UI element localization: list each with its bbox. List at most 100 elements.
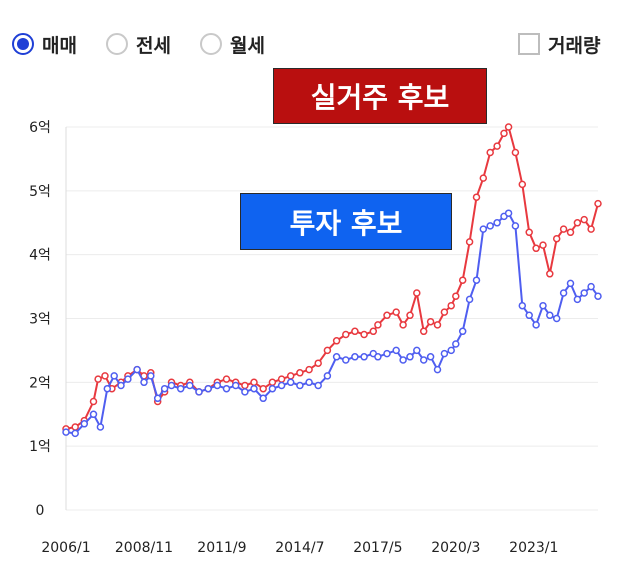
y-tick-label: 6억 — [29, 120, 51, 136]
data-point — [486, 148, 494, 157]
data-point — [573, 219, 582, 227]
data-point — [268, 384, 277, 393]
data-point — [587, 282, 595, 291]
data-point — [493, 142, 501, 150]
data-point — [124, 375, 132, 383]
data-point — [518, 180, 527, 189]
data-point — [465, 238, 474, 246]
data-point — [374, 321, 382, 329]
data-point — [351, 327, 359, 336]
y-tick-label: 0 — [36, 503, 45, 519]
x-tick-label: 2014/7 — [275, 540, 324, 556]
data-point — [110, 372, 118, 380]
data-point — [546, 311, 554, 320]
data-point — [426, 353, 435, 361]
data-point — [213, 381, 222, 390]
data-point — [511, 222, 520, 230]
data-point — [504, 209, 513, 217]
data-point — [532, 244, 540, 253]
data-point — [101, 372, 109, 380]
grid-lines — [65, 126, 598, 511]
data-point — [426, 317, 435, 326]
volume-checkbox-label: 거래량 — [548, 34, 601, 57]
data-point — [532, 321, 540, 329]
data-point — [546, 270, 554, 278]
data-point — [351, 353, 359, 361]
data-point — [413, 289, 421, 297]
data-point — [452, 340, 460, 348]
data-point — [222, 375, 231, 383]
series-layer — [62, 123, 602, 438]
data-point — [231, 381, 240, 390]
data-point — [160, 384, 169, 393]
data-point — [472, 276, 481, 284]
data-point — [399, 321, 407, 329]
radio-jeonse-label: 전세 — [136, 34, 171, 57]
data-point — [71, 429, 79, 438]
data-point — [539, 301, 547, 310]
axis-labels: 0 1억 2억 3억 4억 5억 6억 2006/1 2008/11 2011/9 2014/7 20… — [29, 120, 558, 556]
investment-candidate-callout: 투자 후보 — [240, 193, 452, 250]
y-tick-label: 3억 — [29, 312, 51, 328]
y-tick-label: 5억 — [29, 184, 51, 200]
data-point — [176, 384, 185, 393]
data-point — [305, 378, 313, 387]
y-tick-label: 1억 — [29, 439, 51, 455]
data-point — [323, 372, 332, 380]
data-point — [277, 375, 286, 383]
data-point — [580, 215, 588, 224]
data-point — [419, 327, 428, 336]
data-point — [332, 353, 341, 361]
x-tick-label: 2006/1 — [41, 540, 90, 556]
data-point — [447, 346, 455, 355]
data-point — [342, 330, 350, 339]
data-point — [479, 174, 488, 182]
data-point — [504, 123, 513, 131]
data-point — [406, 353, 414, 361]
data-point — [62, 428, 70, 436]
volume-checkbox[interactable]: 거래량 — [518, 28, 600, 60]
data-point — [277, 381, 286, 390]
data-point — [259, 394, 267, 403]
volume-checkbox-box — [518, 33, 540, 55]
residence-candidate-callout: 실거주 후보 — [273, 68, 487, 124]
data-point — [167, 381, 176, 390]
data-point — [133, 365, 141, 374]
data-point — [259, 384, 267, 393]
data-point — [440, 349, 449, 358]
data-point — [342, 356, 350, 364]
data-point — [465, 295, 474, 304]
data-point — [458, 276, 467, 284]
data-point — [472, 193, 481, 201]
data-point — [250, 384, 258, 393]
data-point — [286, 378, 295, 387]
data-point — [323, 346, 332, 355]
data-point — [479, 225, 488, 233]
x-tick-label: 2008/11 — [115, 540, 173, 556]
data-point — [153, 394, 162, 403]
series-blue — [62, 209, 602, 438]
radio-jeonse[interactable]: 전세 — [106, 28, 171, 60]
data-point — [552, 314, 561, 323]
radio-sale-label: 매매 — [42, 34, 77, 57]
data-point — [525, 311, 533, 320]
y-tick-label: 4억 — [29, 248, 51, 264]
data-point — [296, 369, 304, 377]
data-point — [71, 423, 79, 431]
data-point — [89, 397, 98, 406]
data-point — [383, 349, 391, 358]
radio-sale[interactable]: 매매 — [12, 28, 77, 60]
data-point — [117, 381, 125, 390]
x-tick-label: 2023/1 — [509, 540, 558, 556]
series-line — [65, 212, 599, 435]
data-point — [392, 346, 400, 355]
y-tick-label: 2억 — [29, 375, 51, 391]
x-tick-label: 2017/5 — [353, 540, 402, 556]
data-point — [89, 410, 98, 419]
data-point — [587, 225, 595, 233]
radio-monthly-rent-circle — [200, 33, 222, 55]
data-point — [140, 378, 148, 387]
data-point — [594, 292, 602, 300]
radio-monthly-rent[interactable]: 월세 — [200, 28, 265, 60]
